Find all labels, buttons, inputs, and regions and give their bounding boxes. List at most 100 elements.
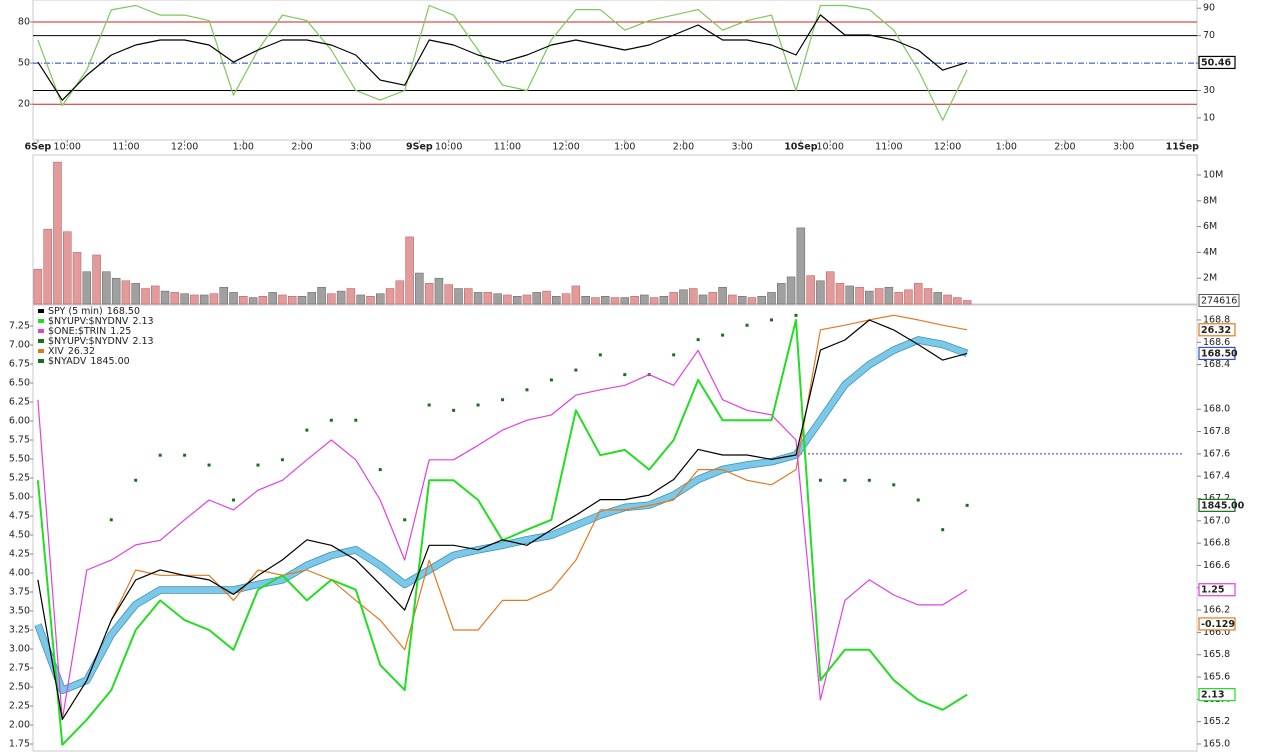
- dot: [378, 468, 382, 472]
- volume-bar: [884, 286, 894, 305]
- band-edge: [34, 336, 969, 695]
- volume-bar: [874, 288, 884, 305]
- y-tick-label: 80: [18, 16, 30, 27]
- x-tick-label: 1:00: [614, 142, 635, 153]
- y2-tick-label: 165.0: [1203, 738, 1230, 749]
- volume-bar: [786, 276, 796, 305]
- x-tick-label: 11Sep: [1166, 142, 1200, 153]
- series-line: [37, 319, 968, 720]
- last-value-box: -0.129: [1198, 617, 1236, 631]
- legend-entry: SPY (5 min) 168.50: [48, 306, 140, 317]
- series-line: [37, 4, 968, 121]
- legend-entry: $ONE:$TRIN 1.25: [48, 326, 131, 337]
- volume-bar: [708, 292, 718, 305]
- legend-swatch: [38, 329, 44, 333]
- y-tick-label: 10M: [1203, 169, 1223, 180]
- volume-bar: [170, 292, 180, 305]
- volume-bar: [923, 288, 933, 305]
- volume-bar: [424, 283, 434, 305]
- dot: [867, 478, 871, 482]
- volume-bar: [561, 293, 571, 305]
- volume-bar: [464, 288, 473, 305]
- dot: [109, 518, 113, 522]
- x-tick-label: 11:00: [494, 142, 521, 153]
- volume-bar: [757, 296, 766, 305]
- volume-bar: [904, 289, 913, 305]
- last-value-label: 168.50: [1201, 348, 1238, 359]
- dot: [916, 498, 920, 502]
- y-tick-label: 5.50: [9, 453, 30, 464]
- volume-bar: [581, 296, 590, 305]
- legend-name: $NYUPV:$NYDNV: [48, 336, 129, 347]
- dot: [207, 463, 211, 467]
- dot: [598, 353, 602, 357]
- volume-bar: [610, 297, 620, 305]
- series-line: [37, 349, 968, 721]
- x-tick-label: 1:00: [233, 142, 254, 153]
- volume-bar: [385, 288, 395, 305]
- legend-name: $ONE:$TRIN: [48, 326, 106, 337]
- volume-bar: [913, 283, 923, 305]
- volume-bar: [33, 268, 43, 305]
- volume-bar: [327, 293, 336, 305]
- panel-border: [32, 154, 1198, 305]
- dot: [843, 478, 847, 482]
- dot: [623, 373, 627, 377]
- legend-swatch: [38, 319, 44, 323]
- volume-bar: [767, 292, 776, 305]
- x-tick-label: 3:00: [350, 142, 371, 153]
- panel-border: [32, 0, 1198, 141]
- y-tick-label: 4M: [1203, 247, 1217, 258]
- last-value-frame: [1198, 55, 1236, 70]
- volume-bar: [747, 297, 757, 305]
- y2-tick-label: 167.6: [1203, 448, 1230, 459]
- volume-bar: [160, 290, 170, 305]
- volume-bar: [796, 227, 806, 305]
- y2-tick-label: 168.6: [1203, 337, 1230, 348]
- dot: [427, 403, 431, 407]
- volume-bar: [229, 292, 238, 305]
- volume-bar: [219, 286, 228, 305]
- y2-tick-label: 70: [1203, 30, 1215, 41]
- volume-bar: [522, 294, 532, 305]
- x-tick-label: 3:00: [731, 142, 752, 153]
- dot: [232, 498, 236, 502]
- dot: [183, 453, 187, 457]
- y2-tick-label: 30: [1203, 85, 1215, 96]
- y-tick-label: 5.25: [9, 472, 30, 483]
- volume-bar: [92, 254, 101, 305]
- legend-entry: $NYUPV:$NYDNV 2.13: [48, 316, 154, 327]
- volume-bar: [689, 288, 698, 305]
- volume-bar: [473, 292, 483, 305]
- y-tick-label: 7.25: [9, 320, 30, 331]
- volume-bar: [679, 289, 688, 305]
- volume-bar: [239, 296, 248, 305]
- y2-tick-label: 165.8: [1203, 649, 1230, 660]
- volume-bar: [43, 228, 52, 305]
- x-tick-label: 10:00: [816, 142, 843, 153]
- last-value-frame: [1198, 293, 1240, 307]
- dot: [354, 418, 358, 422]
- volume-bar: [268, 292, 277, 305]
- x-tick-label: 2:00: [1054, 142, 1075, 153]
- last-value-box: 50.46: [1198, 55, 1236, 70]
- volume-bar: [845, 285, 855, 305]
- last-value-frame: [1198, 617, 1236, 631]
- last-value-label: 50.46: [1201, 57, 1231, 68]
- volume-bar: [728, 294, 737, 305]
- volume-bar: [454, 288, 463, 305]
- last-value-label: 26.32: [1201, 325, 1231, 336]
- y-tick-label: 50: [18, 58, 30, 69]
- last-value-box: 1.25: [1198, 583, 1236, 597]
- y-tick-label: 5.00: [9, 491, 30, 502]
- volume-bar: [405, 236, 414, 305]
- dot: [452, 408, 456, 412]
- dot: [794, 313, 798, 317]
- y2-tick-label: 167.4: [1203, 471, 1230, 482]
- volume-bar: [317, 286, 326, 305]
- volume-bar: [865, 290, 874, 305]
- dot: [329, 418, 333, 422]
- y-tick-label: 6.75: [9, 358, 30, 369]
- dot: [745, 323, 749, 327]
- volume-bar: [180, 293, 189, 305]
